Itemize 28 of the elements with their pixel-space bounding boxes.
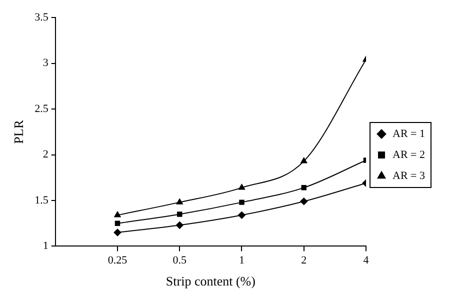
x-tick-label: 0.5	[172, 254, 187, 267]
y-axis-title: PLR	[11, 120, 26, 144]
point	[176, 212, 182, 217]
point	[114, 220, 120, 226]
point	[300, 198, 308, 206]
x-tick-label: 0.25	[108, 254, 128, 267]
point	[176, 221, 184, 229]
x-tick-label: 4	[363, 254, 370, 267]
point	[114, 228, 122, 236]
point	[176, 198, 183, 204]
legend-label: AR = 2	[392, 148, 425, 161]
legend-label: AR = 1	[392, 128, 425, 140]
point	[239, 200, 244, 205]
point	[238, 211, 246, 219]
point	[301, 185, 307, 190]
y-tick-label: 1	[42, 240, 48, 252]
x-tick-label: 1	[239, 254, 244, 267]
y-tick-label: 1.5	[34, 194, 49, 206]
point	[114, 211, 121, 218]
y-tick-label: 2.5	[34, 102, 49, 115]
y-tick-label: 3	[42, 57, 49, 70]
point	[300, 157, 308, 164]
point	[238, 184, 246, 190]
x-axis-title: Strip content (%)	[166, 274, 256, 289]
x-tick-label: 2	[301, 254, 307, 267]
y-tick-label: 3.5	[34, 11, 49, 24]
y-tick-label: 2	[42, 148, 48, 161]
legend-label: AR = 3	[392, 170, 426, 182]
